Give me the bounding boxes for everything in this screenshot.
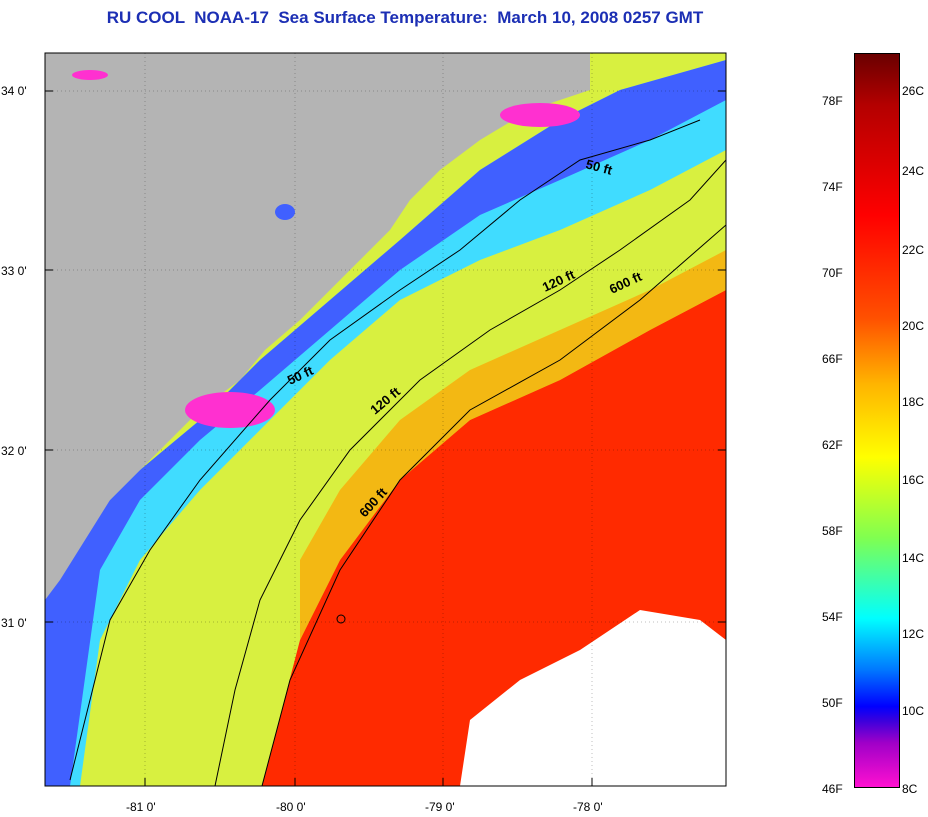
colorbar-c-label: 16C (902, 473, 925, 487)
contour-600ft (261, 224, 726, 786)
colorbar-c-label: 20C (902, 319, 925, 333)
colorbar-c-label: 8C (902, 782, 918, 796)
lat-label-34: 34 0' (1, 84, 27, 98)
colorbar-f-label: 78F (822, 94, 843, 108)
colorbar-c-label: 12C (902, 627, 925, 641)
cloud-area (460, 610, 726, 786)
colorbar-c-label: 18C (902, 395, 925, 409)
lon-label-81: -81 0' (126, 800, 156, 814)
temperature-colorbar (854, 53, 900, 788)
colorbar-f-label: 74F (822, 180, 843, 194)
colorbar-f-label: 62F (822, 438, 843, 452)
land-mass (45, 53, 590, 600)
lat-label-31: 31 0' (1, 616, 27, 630)
lake-patch (275, 204, 295, 220)
cold-nearshore-water (45, 60, 726, 786)
contour-120ft (214, 159, 726, 786)
colorbar-c-label: 26C (902, 84, 925, 98)
lat-label-33: 33 0' (1, 264, 27, 278)
contour-label-50ft: 50 ft (584, 156, 614, 178)
map-frame (44, 52, 727, 787)
map-title: RU COOL NOAA-17 Sea Surface Temperature:… (106, 8, 704, 27)
colorbar-c-label: 10C (902, 704, 925, 718)
contour-50ft (69, 119, 701, 781)
colorbar-c-label: 14C (902, 551, 925, 565)
colorbar-f-label: 66F (822, 352, 843, 366)
lon-label-79: -79 0' (425, 800, 455, 814)
lake-patch (72, 70, 108, 80)
colorbar-f-label: 54F (822, 610, 843, 624)
colorbar-c-label: 24C (902, 164, 925, 178)
lat-label-32: 32 0' (1, 444, 27, 458)
cold-estuary-patch (500, 103, 580, 127)
colorbar-f-label: 46F (822, 782, 843, 796)
colorbar-f-label: 70F (822, 266, 843, 280)
lon-label-78: -78 0' (573, 800, 603, 814)
warm-band (300, 250, 726, 640)
station-marker[interactable] (336, 614, 346, 624)
cold-estuary-patch (185, 392, 275, 428)
axis-ticks (45, 90, 726, 786)
graticule (45, 53, 726, 786)
colorbar-f-label: 50F (822, 696, 843, 710)
colorbar-c-label: 22C (902, 243, 925, 257)
lon-label-80: -80 0' (276, 800, 306, 814)
colorbar-f-label: 58F (822, 524, 843, 538)
